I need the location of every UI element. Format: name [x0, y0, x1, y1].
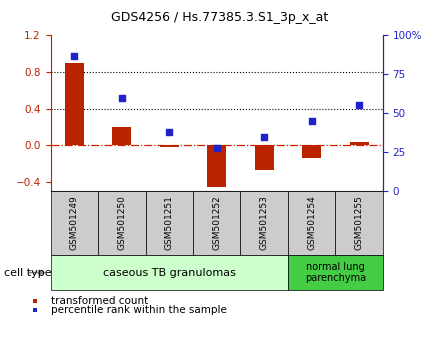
Bar [350, 142, 369, 145]
Bar [207, 145, 226, 188]
Bar [302, 145, 321, 158]
Point [356, 103, 363, 108]
Text: cell type: cell type [4, 268, 52, 278]
Bar [65, 63, 84, 145]
Bar [255, 145, 274, 170]
Point [118, 95, 125, 101]
Point [308, 118, 315, 124]
Text: GSM501253: GSM501253 [260, 195, 269, 251]
Text: GSM501254: GSM501254 [307, 196, 316, 250]
Text: GSM501255: GSM501255 [355, 195, 363, 251]
Point [71, 53, 78, 58]
Bar [112, 127, 131, 145]
Text: GSM501250: GSM501250 [117, 195, 126, 251]
Text: percentile rank within the sample: percentile rank within the sample [51, 305, 227, 315]
Text: GDS4256 / Hs.77385.3.S1_3p_x_at: GDS4256 / Hs.77385.3.S1_3p_x_at [111, 11, 329, 24]
Point [166, 129, 173, 135]
Bar [160, 145, 179, 147]
Point [260, 134, 268, 139]
Text: GSM501252: GSM501252 [212, 196, 221, 250]
Text: GSM501249: GSM501249 [70, 196, 79, 250]
Text: normal lung
parenchyma: normal lung parenchyma [305, 262, 366, 284]
Point [213, 145, 220, 150]
Text: caseous TB granulomas: caseous TB granulomas [103, 268, 236, 278]
Text: GSM501251: GSM501251 [165, 195, 174, 251]
Text: transformed count: transformed count [51, 296, 148, 306]
